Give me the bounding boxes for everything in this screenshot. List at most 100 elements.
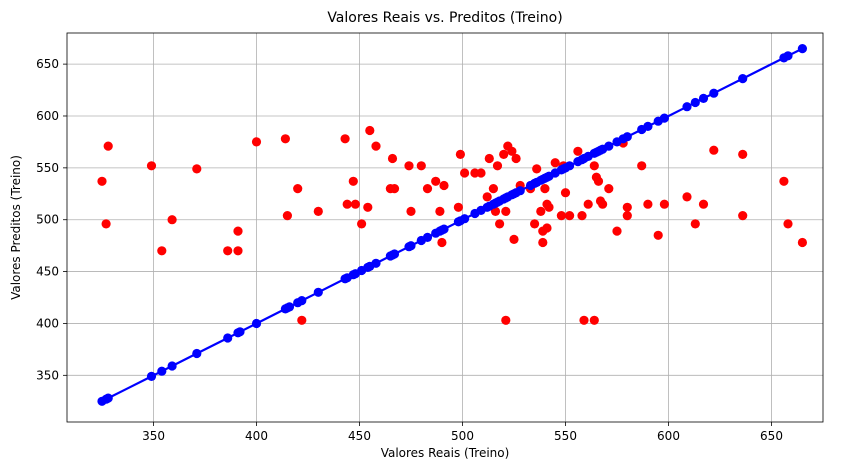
data-point (604, 184, 614, 194)
data-point (484, 153, 494, 164)
data-point (439, 180, 449, 191)
data-point (783, 51, 793, 61)
data-point (157, 246, 167, 256)
x-tick-label: 550 (554, 429, 577, 443)
data-point (97, 176, 107, 186)
data-point (340, 134, 350, 144)
data-point (293, 184, 303, 194)
data-point (235, 327, 245, 337)
data-point (389, 249, 400, 259)
data-point (492, 161, 503, 171)
plot-marks (97, 44, 808, 406)
data-point (167, 361, 177, 371)
data-point (223, 333, 233, 343)
data-point (637, 161, 647, 171)
data-point (460, 214, 470, 224)
data-point (544, 202, 554, 212)
data-point (593, 176, 604, 186)
y-tick-label: 500 (36, 213, 59, 227)
x-tick-label: 450 (348, 429, 371, 443)
y-tick-label: 400 (36, 316, 59, 330)
data-point (233, 246, 243, 256)
series-0 (97, 125, 808, 325)
data-point (342, 199, 352, 209)
data-point (488, 184, 498, 194)
x-tick-label: 600 (657, 429, 680, 443)
data-point (604, 141, 614, 151)
data-point (612, 226, 622, 236)
data-point (280, 134, 290, 144)
data-point (371, 141, 381, 151)
data-point (659, 199, 670, 209)
data-point (532, 164, 542, 174)
series-1 (97, 44, 808, 406)
data-point (167, 215, 177, 225)
data-point (435, 206, 445, 216)
data-point (223, 246, 233, 256)
y-axis-title: Valores Preditos (Treino) (9, 155, 23, 300)
data-point (556, 211, 567, 221)
data-point (589, 315, 599, 325)
data-point (406, 241, 416, 251)
data-point (157, 366, 167, 376)
data-point (507, 146, 517, 156)
data-point (501, 206, 511, 216)
data-point (387, 153, 398, 164)
data-point (284, 302, 295, 312)
data-point (495, 219, 505, 229)
data-point (101, 219, 111, 229)
data-point (297, 315, 307, 325)
x-tick-label: 650 (760, 429, 783, 443)
data-point (192, 348, 202, 359)
data-point (550, 158, 560, 168)
data-point (682, 102, 692, 112)
data-point (357, 219, 367, 229)
plot-frame (66, 32, 824, 423)
data-point (348, 176, 358, 186)
data-point (501, 315, 511, 325)
y-tick-label: 550 (36, 161, 59, 175)
data-point (511, 153, 521, 164)
data-point (690, 97, 700, 108)
data-point (698, 199, 709, 209)
data-point (297, 296, 307, 306)
data-point (709, 88, 719, 98)
data-point (416, 161, 426, 171)
data-point (738, 149, 748, 159)
data-point (422, 232, 433, 242)
data-point (643, 199, 653, 209)
data-point (363, 202, 373, 212)
data-point (738, 74, 748, 84)
data-point (439, 224, 449, 234)
data-point (659, 113, 670, 123)
chart-title: Valores Reais vs. Preditos (Treino) (327, 10, 562, 26)
data-point (797, 237, 808, 248)
data-point (146, 161, 157, 171)
data-point (437, 237, 447, 248)
data-point (579, 315, 589, 325)
data-point (406, 206, 416, 216)
data-point (365, 125, 375, 136)
data-point (282, 211, 292, 221)
data-point (389, 184, 400, 194)
data-point (622, 132, 632, 142)
data-point (573, 146, 583, 156)
data-point (460, 168, 470, 178)
data-point (698, 93, 709, 103)
data-point (431, 176, 441, 186)
data-point (538, 237, 548, 248)
data-point (103, 393, 113, 403)
data-point (653, 230, 663, 240)
data-point (783, 219, 793, 229)
x-tick-label: 500 (451, 429, 474, 443)
data-point (565, 161, 575, 171)
data-point (779, 176, 789, 186)
data-point (542, 223, 552, 233)
data-point (738, 211, 748, 221)
data-point (350, 199, 360, 209)
data-point (509, 234, 519, 244)
data-point (598, 199, 608, 209)
data-point (146, 371, 157, 381)
y-tick-label: 450 (36, 265, 59, 279)
